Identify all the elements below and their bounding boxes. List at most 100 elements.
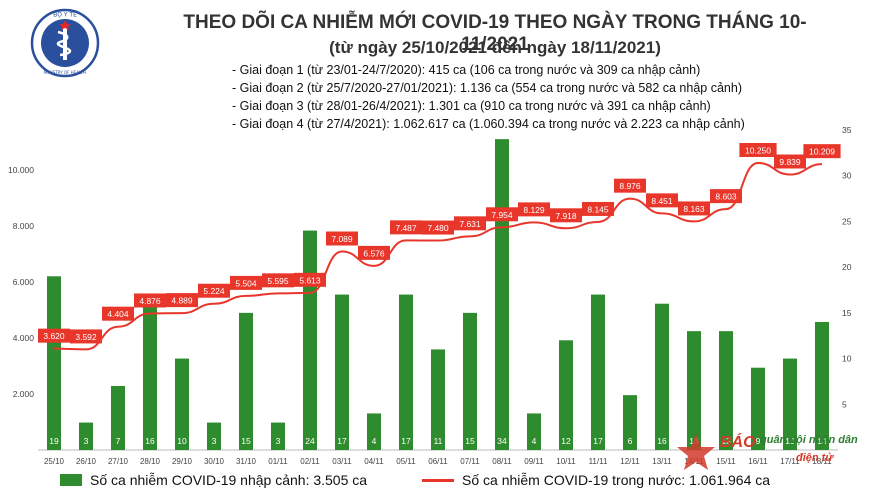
line-value-label: 5.504 [230,275,262,290]
bar [143,303,157,450]
line-value-text: 6.576 [363,248,385,258]
bar [271,422,285,450]
bar-value-label: 3 [276,436,281,446]
line-value-text: 10.250 [745,146,771,156]
y-right-tick-label: 15 [842,308,852,318]
y-left-tick-label: 10.000 [8,165,34,175]
ministry-of-health-logo: BỘ Y TẾ MINISTRY OF HEALTH [30,8,100,78]
x-tick-label: 11/11 [589,457,608,466]
line-value-badge [102,306,134,321]
bar-value-label: 17 [593,436,603,446]
bar [815,322,829,450]
y-axis-left: 2.000 4.000 6.000 8.000 10.000 [8,165,34,399]
line-value-label: 8.145 [582,201,614,216]
bar-value-label: 3 [212,436,217,446]
snake-icon [56,30,72,57]
bar [303,230,317,450]
line-value-badge [134,293,166,308]
bar-value-label: 11 [434,436,443,446]
line-value-label: 4.404 [102,306,134,321]
bar [47,276,61,450]
line-value-label: 8.603 [710,189,742,204]
bar [239,312,253,450]
bar-value-label: 4 [372,436,377,446]
line-value-text: 7.089 [331,234,353,244]
bar-value-label: 17 [401,436,411,446]
line-value-badge [614,178,646,193]
line-value-badge [422,220,454,235]
x-tick-label: 13/11 [652,457,672,466]
line-value-label: 10.250 [739,143,777,157]
line-value-badge [710,189,742,204]
line-value-badge [326,231,358,246]
bar [175,358,189,450]
line-value-label: 7.089 [326,231,358,246]
line-value-text: 5.504 [235,278,257,288]
line-value-label: 7.487 [390,220,422,235]
line-value-label: 8.451 [646,193,678,208]
y-axis-right: 5 10 15 20 25 30 35 [842,125,852,409]
line-value-label: 7.918 [550,208,582,223]
bar [495,139,509,450]
bar-value-label: 12 [561,436,571,446]
bar-value-label: 6 [628,436,633,446]
line-value-badge [262,273,294,288]
line-value-badge [774,154,806,169]
bar [655,303,669,450]
x-tick-label: 27/10 [108,457,129,466]
line-value-text: 9.839 [779,157,801,167]
line-value-badge [38,328,70,343]
legend-bar-label: Số ca nhiễm COVID-19 nhập cảnh: 3.505 ca [90,472,368,488]
bar [719,331,733,450]
x-tick-label: 16/11 [748,457,768,466]
line-value-text: 8.976 [619,181,641,191]
bar [687,331,701,450]
bar-value-label: 10 [177,436,187,446]
line-value-badge [582,201,614,216]
x-tick-label: 28/10 [140,457,161,466]
x-tick-label: 15/11 [716,457,736,466]
chart-subtitle: (từ ngày 25/10/2021 đến ngày 18/11/2021) [329,38,661,57]
bar [463,312,477,450]
bar [79,422,93,450]
bar-value-label: 15 [241,436,251,446]
line-value-text: 7.487 [395,223,417,233]
line-value-label: 7.631 [454,216,486,231]
y-left-tick-label: 6.000 [13,277,35,287]
bar-value-label: 15 [465,436,475,446]
line-value-text: 8.129 [523,205,545,215]
x-tick-label: 07/11 [460,457,480,466]
x-tick-label: 12/11 [620,457,640,466]
bar [751,367,765,450]
line-value-text: 5.595 [267,276,289,286]
line-value-label: 9.839 [774,154,806,169]
line-value-label: 7.954 [486,207,518,222]
y-right-tick-label: 35 [842,125,852,135]
bar-value-label: 17 [337,436,347,446]
line-value-badge [486,207,518,222]
line-value-text: 7.631 [459,219,481,229]
line-value-text: 4.404 [107,309,129,319]
line-value-badge [198,283,230,298]
note-phase-4: - Giai đoạn 4 (từ 27/4/2021): 1.062.617 … [232,117,745,131]
line-value-text: 8.451 [651,196,673,206]
y-left-tick-label: 4.000 [13,333,35,343]
bar [367,413,381,450]
line-value-text: 7.954 [491,210,513,220]
line-value-badge [739,143,777,157]
line-value-badge [230,275,262,290]
y-right-tick-label: 5 [842,399,847,409]
line-value-badge [646,193,678,208]
line-value-text: 7.480 [427,223,449,233]
line-value-badge [166,293,198,308]
x-tick-label: 17/11 [780,457,800,466]
x-tick-label: 01/11 [268,457,288,466]
line-value-text: 10.209 [809,147,835,157]
note-phase-3: - Giai đoạn 3 (từ 28/01-26/4/2021): 1.30… [232,99,711,113]
x-tick-label: 04/11 [364,457,384,466]
bar-value-label: 10 [785,436,795,446]
x-tick-label: 31/10 [236,457,257,466]
star-watermark-icon [677,434,715,470]
line-value-label: 5.595 [262,273,294,288]
bar [111,386,125,450]
